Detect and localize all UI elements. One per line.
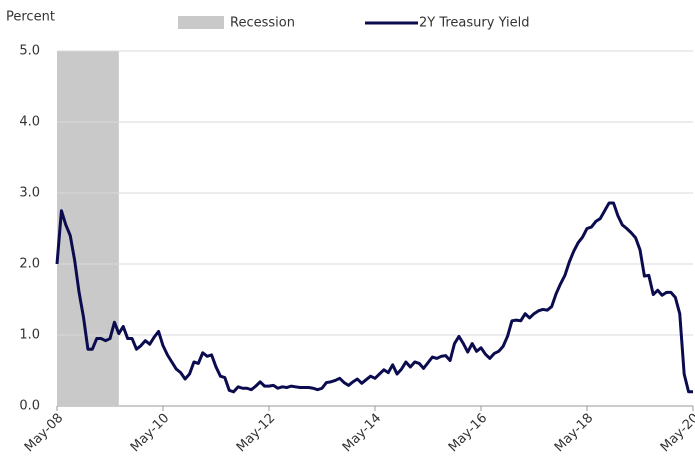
y-axis-label: Percent bbox=[6, 10, 55, 25]
y-tick-label: 3.0 bbox=[19, 186, 40, 201]
y-tick-label: 0.0 bbox=[19, 399, 40, 414]
x-tick-label: May-10 bbox=[128, 411, 172, 455]
legend-swatch bbox=[178, 16, 224, 29]
x-tick-label: May-18 bbox=[552, 411, 596, 455]
legend-label: 2Y Treasury Yield bbox=[419, 16, 530, 31]
y-tick-label: 1.0 bbox=[19, 328, 40, 343]
x-tick-label: May-20 bbox=[658, 411, 695, 455]
yield-line bbox=[55, 201, 693, 394]
x-tick-label: May-12 bbox=[234, 411, 278, 455]
x-tick-label: May-14 bbox=[340, 411, 384, 455]
x-tick-label: May-08 bbox=[22, 411, 66, 455]
x-tick-label: May-16 bbox=[446, 411, 490, 455]
y-tick-label: 4.0 bbox=[19, 115, 40, 130]
y-tick-label: 5.0 bbox=[19, 44, 40, 59]
legend-label: Recession bbox=[230, 16, 295, 31]
y-tick-label: 2.0 bbox=[19, 257, 40, 272]
